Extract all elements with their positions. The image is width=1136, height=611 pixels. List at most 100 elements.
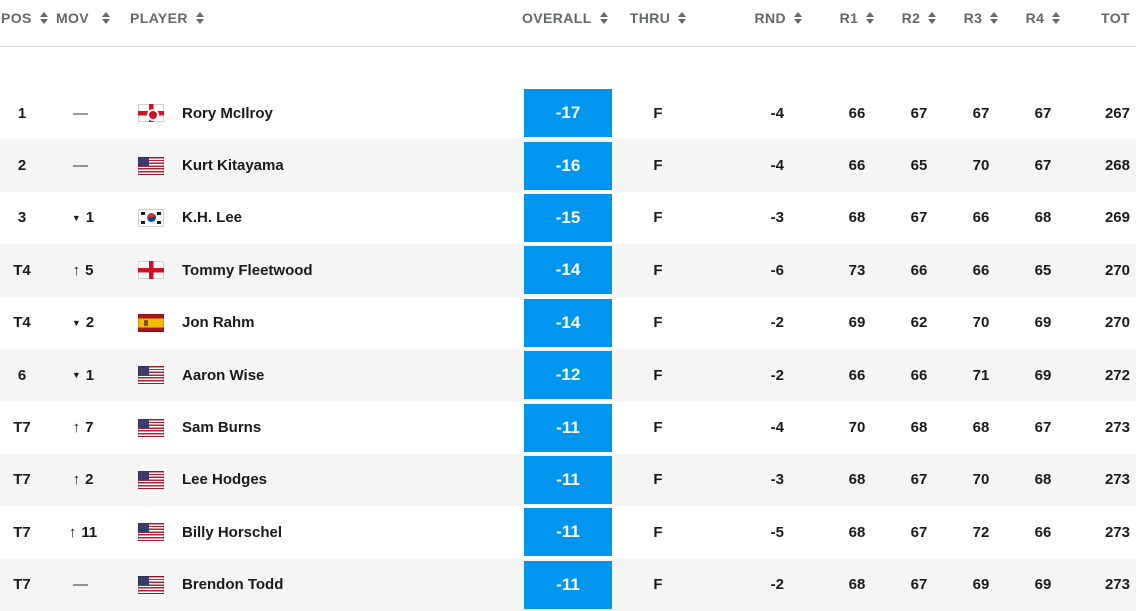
player-name[interactable]: Brendon Todd <box>182 576 284 594</box>
column-header-label: POS <box>1 10 32 26</box>
overall-score-badge[interactable]: -11 <box>524 403 612 452</box>
leaderboard-row[interactable]: 1 — Rory McIlroy -17 F -4 66 67 67 67 26… <box>0 87 1136 139</box>
player-cell[interactable]: Brendon Todd <box>122 559 522 611</box>
total-value: 273 <box>1104 523 1130 541</box>
r2-value: 66 <box>910 261 928 279</box>
overall-score-badge[interactable]: -16 <box>524 141 612 190</box>
player-name[interactable]: Sam Burns <box>182 419 262 437</box>
sort-icon[interactable] <box>195 12 204 24</box>
player-cell[interactable]: Kurt Kitayama <box>122 139 522 191</box>
overall-score-badge[interactable]: -11 <box>524 455 612 504</box>
movement-up-icon: ↑ <box>68 523 77 541</box>
flag-usa-icon <box>138 575 164 594</box>
player-name[interactable]: Lee Hodges <box>182 471 268 489</box>
thru-value: F <box>653 261 663 279</box>
column-header-rnd[interactable]: RND <box>702 0 826 36</box>
column-header-label: R2 <box>901 10 921 26</box>
sort-icon[interactable] <box>102 12 111 24</box>
overall-score-badge[interactable]: -11 <box>524 508 612 557</box>
round-score-value: -6 <box>770 261 784 279</box>
player-cell[interactable]: Aaron Wise <box>122 349 522 401</box>
overall-score-badge[interactable]: -17 <box>524 89 612 138</box>
sort-icon[interactable] <box>928 12 937 24</box>
overall-score-badge[interactable]: -14 <box>524 298 612 347</box>
movement-cell: — <box>44 87 122 139</box>
player-name[interactable]: Jon Rahm <box>182 314 255 332</box>
player-cell[interactable]: Lee Hodges <box>122 454 522 506</box>
column-header-overall[interactable]: OVERALL <box>522 0 614 36</box>
flag-usa-icon <box>138 156 164 175</box>
leaderboard-row[interactable]: T7 ↑ 7 Sam Burns -11 F -4 70 68 68 67 27… <box>0 401 1136 453</box>
sort-icon[interactable] <box>678 12 687 24</box>
player-name[interactable]: Billy Horschel <box>182 523 283 541</box>
player-name[interactable]: Aaron Wise <box>182 366 265 384</box>
sort-icon[interactable] <box>1052 12 1061 24</box>
r4-value: 69 <box>1034 366 1052 384</box>
overall-score-badge[interactable]: -11 <box>524 560 612 609</box>
overall-score-badge[interactable]: -12 <box>524 351 612 400</box>
sort-icon[interactable] <box>794 12 802 24</box>
player-name[interactable]: Rory McIlroy <box>182 104 273 122</box>
column-header-mov[interactable]: MOV <box>44 0 122 36</box>
movement-number: 1 <box>85 209 95 227</box>
player-cell[interactable]: Billy Horschel <box>122 506 522 558</box>
overall-score-badge[interactable]: -14 <box>524 246 612 295</box>
column-header-pos[interactable]: POS <box>0 0 48 36</box>
player-cell[interactable]: K.H. Lee <box>122 192 522 244</box>
player-name[interactable]: K.H. Lee <box>182 209 243 227</box>
movement-cell: — <box>44 139 122 191</box>
player-cell[interactable]: Rory McIlroy <box>122 87 522 139</box>
overall-score-cell: -14 <box>522 244 614 296</box>
leaderboard-row[interactable]: T4 ▼ 2 Jon Rahm -14 F -2 69 62 70 69 270 <box>0 297 1136 349</box>
position-value: 6 <box>17 366 27 384</box>
movement-number: 11 <box>81 523 98 541</box>
r4-value: 69 <box>1034 314 1052 332</box>
overall-score-badge[interactable]: -15 <box>524 193 612 242</box>
player-cell[interactable]: Tommy Fleetwood <box>122 244 522 296</box>
column-header-label: TOT <box>1101 10 1130 26</box>
leaderboard-row[interactable]: 2 — Kurt Kitayama -16 F -4 66 65 70 67 2… <box>0 139 1136 192</box>
leaderboard-row[interactable]: 3 ▼ 1 K.H. Lee -15 F -3 68 67 66 68 269 <box>0 192 1136 244</box>
sort-icon[interactable] <box>599 12 608 24</box>
column-header-player[interactable]: PLAYER <box>122 0 522 36</box>
leaderboard-row[interactable]: T7 — Brendon Todd -11 F -2 68 67 69 69 2… <box>0 558 1136 611</box>
position-value: T7 <box>13 523 31 541</box>
overall-score-cell: -11 <box>522 454 614 506</box>
r1-value: 68 <box>848 209 866 227</box>
movement-cell: — <box>44 559 122 611</box>
r2-value: 66 <box>910 366 928 384</box>
position-value: T7 <box>13 419 31 437</box>
column-header-label: RND <box>754 10 786 26</box>
r3-value: 72 <box>972 523 990 541</box>
player-name[interactable]: Kurt Kitayama <box>182 157 284 175</box>
overall-score-cell: -17 <box>522 87 614 139</box>
flag-northern-ireland-icon <box>138 104 164 123</box>
player-cell[interactable]: Jon Rahm <box>122 297 522 349</box>
leaderboard-row[interactable]: T7 ↑ 11 Billy Horschel -11 F -5 68 67 72… <box>0 506 1136 558</box>
player-name[interactable]: Tommy Fleetwood <box>182 261 313 279</box>
total-value: 269 <box>1104 209 1130 227</box>
column-header-tot[interactable]: TOT <box>1074 0 1136 36</box>
round-score-value: -4 <box>770 419 784 437</box>
r2-value: 67 <box>910 209 928 227</box>
thru-value: F <box>653 523 663 541</box>
movement-cell: ↑ 5 <box>44 244 122 296</box>
column-header-r2[interactable]: R2 <box>888 0 950 36</box>
player-cell[interactable]: Sam Burns <box>122 401 522 453</box>
sort-icon[interactable] <box>39 12 48 24</box>
column-header-label: R3 <box>963 10 983 26</box>
sort-icon[interactable] <box>866 12 875 24</box>
column-header-label: R1 <box>839 10 859 26</box>
r4-value: 67 <box>1034 419 1052 437</box>
column-header-r1[interactable]: R1 <box>826 0 888 36</box>
leaderboard-row[interactable]: 6 ▼ 1 Aaron Wise -12 F -2 66 66 71 69 27… <box>0 348 1136 402</box>
r1-value: 69 <box>848 314 866 332</box>
column-header-thru[interactable]: THRU <box>614 0 702 36</box>
r4-value: 68 <box>1034 471 1052 489</box>
leaderboard-row[interactable]: T7 ↑ 2 Lee Hodges -11 F -3 68 67 70 68 2… <box>0 453 1136 507</box>
leaderboard-row[interactable]: T4 ↑ 5 Tommy Fleetwood -14 F -6 73 66 66… <box>0 244 1136 297</box>
column-header-r3[interactable]: R3 <box>950 0 1012 36</box>
sort-icon[interactable] <box>990 12 999 24</box>
column-header-r4[interactable]: R4 <box>1012 0 1074 36</box>
